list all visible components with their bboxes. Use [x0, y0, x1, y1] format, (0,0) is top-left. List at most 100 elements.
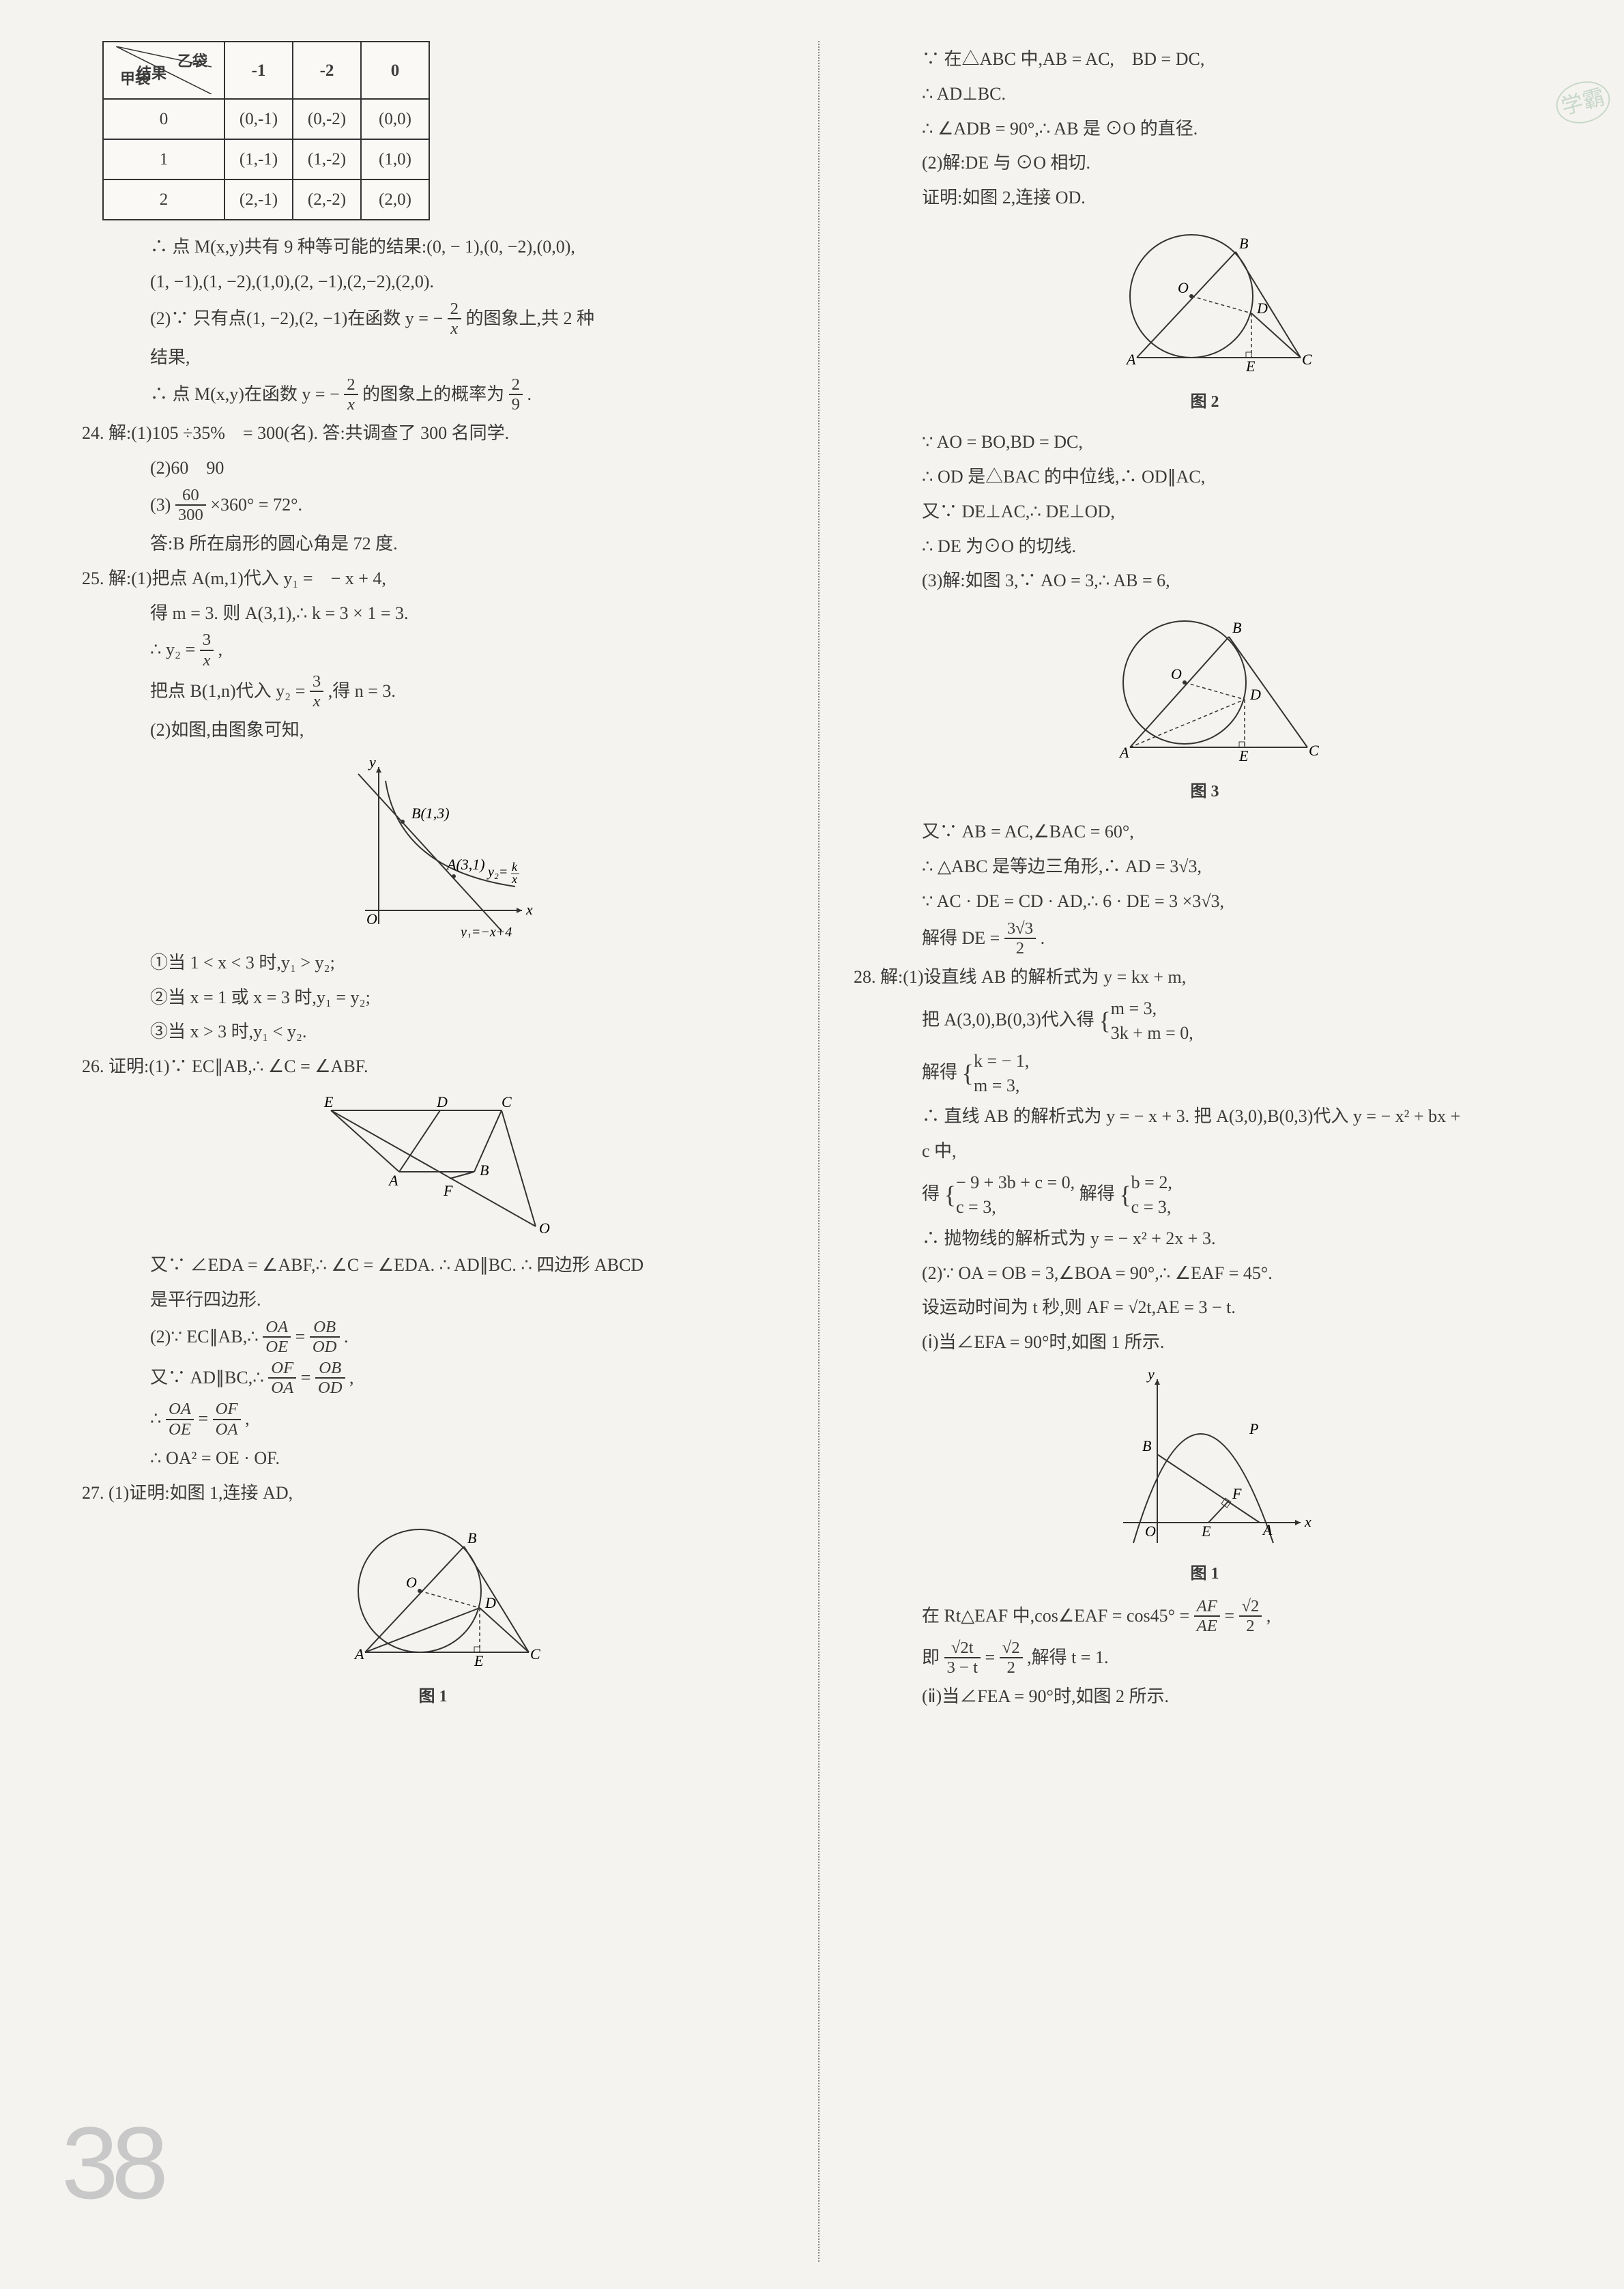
- text-span: 解得: [1079, 1183, 1115, 1203]
- text-line: ∴ 直线 AB 的解析式为 y = − x + 3. 把 A(3,0),B(0,…: [854, 1101, 1556, 1133]
- row-header: 1: [103, 139, 224, 179]
- q25-line: 25. 解:(1)把点 A(m,1)代入 y₁ = − x + 4,: [82, 563, 784, 595]
- text-line: (2)如图,由图象可知,: [82, 715, 784, 747]
- fraction: 29: [509, 375, 523, 414]
- svg-text:E: E: [323, 1093, 334, 1110]
- text-line: ∵ AO = BO,BD = DC,: [854, 427, 1556, 459]
- text-span: ∴: [150, 1409, 162, 1429]
- text-line: ③当 x > 3 时,y₁ < y₂.: [82, 1016, 784, 1048]
- figure-caption: 图 1: [854, 1559, 1556, 1589]
- text-line: 即 √2t3 − t = √22 ,解得 t = 1.: [854, 1640, 1556, 1678]
- svg-text:E: E: [1245, 358, 1256, 375]
- fraction: 2x: [448, 300, 461, 338]
- svg-text:A: A: [1118, 744, 1129, 761]
- text-span: .: [527, 384, 532, 404]
- fraction: 2x: [344, 375, 358, 414]
- svg-text:C: C: [530, 1645, 540, 1662]
- text-span: =: [295, 1327, 306, 1347]
- svg-text:D: D: [484, 1594, 496, 1611]
- table-row: 2 (2,-1) (2,-2) (2,0): [103, 179, 429, 220]
- page-number: 38: [61, 2071, 162, 2255]
- svg-text:C: C: [1302, 351, 1312, 368]
- svg-text:O: O: [366, 910, 377, 927]
- text-line: 设运动时间为 t 秒,则 AF = √2t,AE = 3 − t.: [854, 1292, 1556, 1324]
- text-line: 解得 {k = − 1,m = 3,: [854, 1049, 1556, 1099]
- text-line: 得 {− 9 + 3b + c = 0,c = 3, 解得 {b = 2,c =…: [854, 1170, 1556, 1220]
- text-line: (ⅰ)当∠EFA = 90°时,如图 1 所示.: [854, 1327, 1556, 1359]
- text-line: (2)60 90: [82, 452, 784, 485]
- text-line: ∴ ∠ADB = 90°,∴ AB 是 ⊙O 的直径.: [854, 113, 1556, 145]
- svg-text:B: B: [480, 1162, 489, 1179]
- svg-text:P: P: [1249, 1420, 1258, 1437]
- row-header: 0: [103, 99, 224, 139]
- text-line: 又∵ AD∥BC,∴ OFOA = OBOD ,: [82, 1360, 784, 1398]
- svg-text:O: O: [1171, 665, 1182, 682]
- text-line: ∵ 在△ABC 中,AB = AC, BD = DC,: [854, 44, 1556, 76]
- text-line: (3)解:如图 3,∵ AO = 3,∴ AB = 6,: [854, 565, 1556, 597]
- svg-text:C: C: [1309, 742, 1319, 759]
- svg-text:O: O: [1145, 1523, 1156, 1540]
- svg-text:A: A: [1262, 1521, 1273, 1538]
- fraction: OAOE: [166, 1400, 194, 1438]
- svg-text:F: F: [1232, 1485, 1242, 1502]
- text-line: (2)∵ 只有点(1, −2),(2, −1)在函数 y = − 2x 的图象上…: [82, 301, 784, 339]
- svg-text:E: E: [474, 1652, 484, 1669]
- q26-figure: E D C A B F O: [82, 1090, 784, 1240]
- svg-text:O: O: [1178, 279, 1189, 296]
- table-cell: (0,-1): [224, 99, 293, 139]
- fraction: 60300: [175, 486, 206, 524]
- text-span: (2)∵ 只有点(1, −2),(2, −1)在函数 y = −: [150, 308, 443, 328]
- svg-text:A: A: [388, 1172, 398, 1189]
- table-cell: (0,0): [361, 99, 429, 139]
- fraction: 3x: [310, 672, 323, 710]
- table-cell: (0,-2): [293, 99, 361, 139]
- table-cell: (2,-2): [293, 179, 361, 220]
- text-line: ∴ 抛物线的解析式为 y = − x² + 2x + 3.: [854, 1223, 1556, 1255]
- text-line: ∴ 点 M(x,y)在函数 y = − 2x 的图象上的概率为 29 .: [82, 377, 784, 415]
- svg-text:O: O: [539, 1220, 550, 1237]
- text-line: ∴ y₂ = 3x ,: [82, 632, 784, 670]
- table-cell: (2,0): [361, 179, 429, 220]
- text-line: 解得 DE = 3√32 .: [854, 921, 1556, 959]
- svg-text:x: x: [1304, 1513, 1311, 1530]
- text-line: ∴ 点 M(x,y)共有 9 种等可能的结果:(0, − 1),(0, −2),…: [82, 231, 784, 263]
- svg-text:E: E: [1201, 1523, 1211, 1540]
- text-span: =: [985, 1647, 996, 1667]
- svg-text:C: C: [502, 1093, 512, 1110]
- header-bot: 甲袋: [120, 66, 150, 93]
- table-cell: (1,-1): [224, 139, 293, 179]
- text-line: 把 A(3,0),B(0,3)代入得 {m = 3,3k + m = 0,: [854, 996, 1556, 1046]
- text-line: 又∵ ∠EDA = ∠ABF,∴ ∠C = ∠EDA. ∴ AD∥BC. ∴ 四…: [82, 1250, 784, 1282]
- q28-line: 28. 解:(1)设直线 AB 的解析式为 y = kx + m,: [854, 962, 1556, 994]
- text-span: 把 A(3,0),B(0,3)代入得: [922, 1009, 1094, 1029]
- fraction: OBOD: [315, 1359, 345, 1397]
- svg-text:x: x: [525, 901, 533, 918]
- text-line: 证明:如图 2,连接 OD.: [854, 182, 1556, 214]
- text-span: ∴ y₂ =: [150, 640, 195, 660]
- svg-text:F: F: [443, 1182, 453, 1199]
- svg-text:B: B: [1239, 235, 1248, 252]
- text-line: ∴ AD⊥BC.: [854, 78, 1556, 111]
- text-line: ①当 1 < x < 3 时,y₁ > y₂;: [82, 947, 784, 979]
- text-span: ×360° = 72°.: [210, 495, 302, 515]
- text-line: ②当 x = 1 或 x = 3 时,y₁ = y₂;: [82, 982, 784, 1014]
- text-line: ∴ DE 为⊙O 的切线.: [854, 531, 1556, 563]
- fraction: OFOA: [268, 1359, 296, 1397]
- right-column: ∵ 在△ABC 中,AB = AC, BD = DC, ∴ AD⊥BC. ∴ ∠…: [840, 41, 1556, 2262]
- header-top: 乙袋: [177, 48, 207, 75]
- text-line: 又∵ AB = AC,∠BAC = 60°,: [854, 816, 1556, 848]
- col-header: 0: [361, 42, 429, 99]
- fraction: √22: [1239, 1597, 1262, 1635]
- fraction: 3x: [200, 631, 214, 669]
- text-line: 是平行四边形.: [82, 1284, 784, 1316]
- col-header: -1: [224, 42, 293, 99]
- q27-line: 27. (1)证明:如图 1,连接 AD,: [82, 1478, 784, 1510]
- svg-text:B: B: [1232, 619, 1241, 636]
- text-line: 把点 B(1,n)代入 y₂ = 3x ,得 n = 3.: [82, 674, 784, 712]
- table-cell: (1,0): [361, 139, 429, 179]
- text-line: (2)∵ OA = OB = 3,∠BOA = 90°,∴ ∠EAF = 45°…: [854, 1258, 1556, 1290]
- figure-3: A B C D E O 图 3: [854, 604, 1556, 807]
- watermark-stamp: 学霸: [1552, 76, 1615, 130]
- svg-text:y: y: [1146, 1366, 1155, 1383]
- q24-line: 24. 解:(1)105 ÷35% = 300(名). 答:共调查了 300 名…: [82, 418, 784, 450]
